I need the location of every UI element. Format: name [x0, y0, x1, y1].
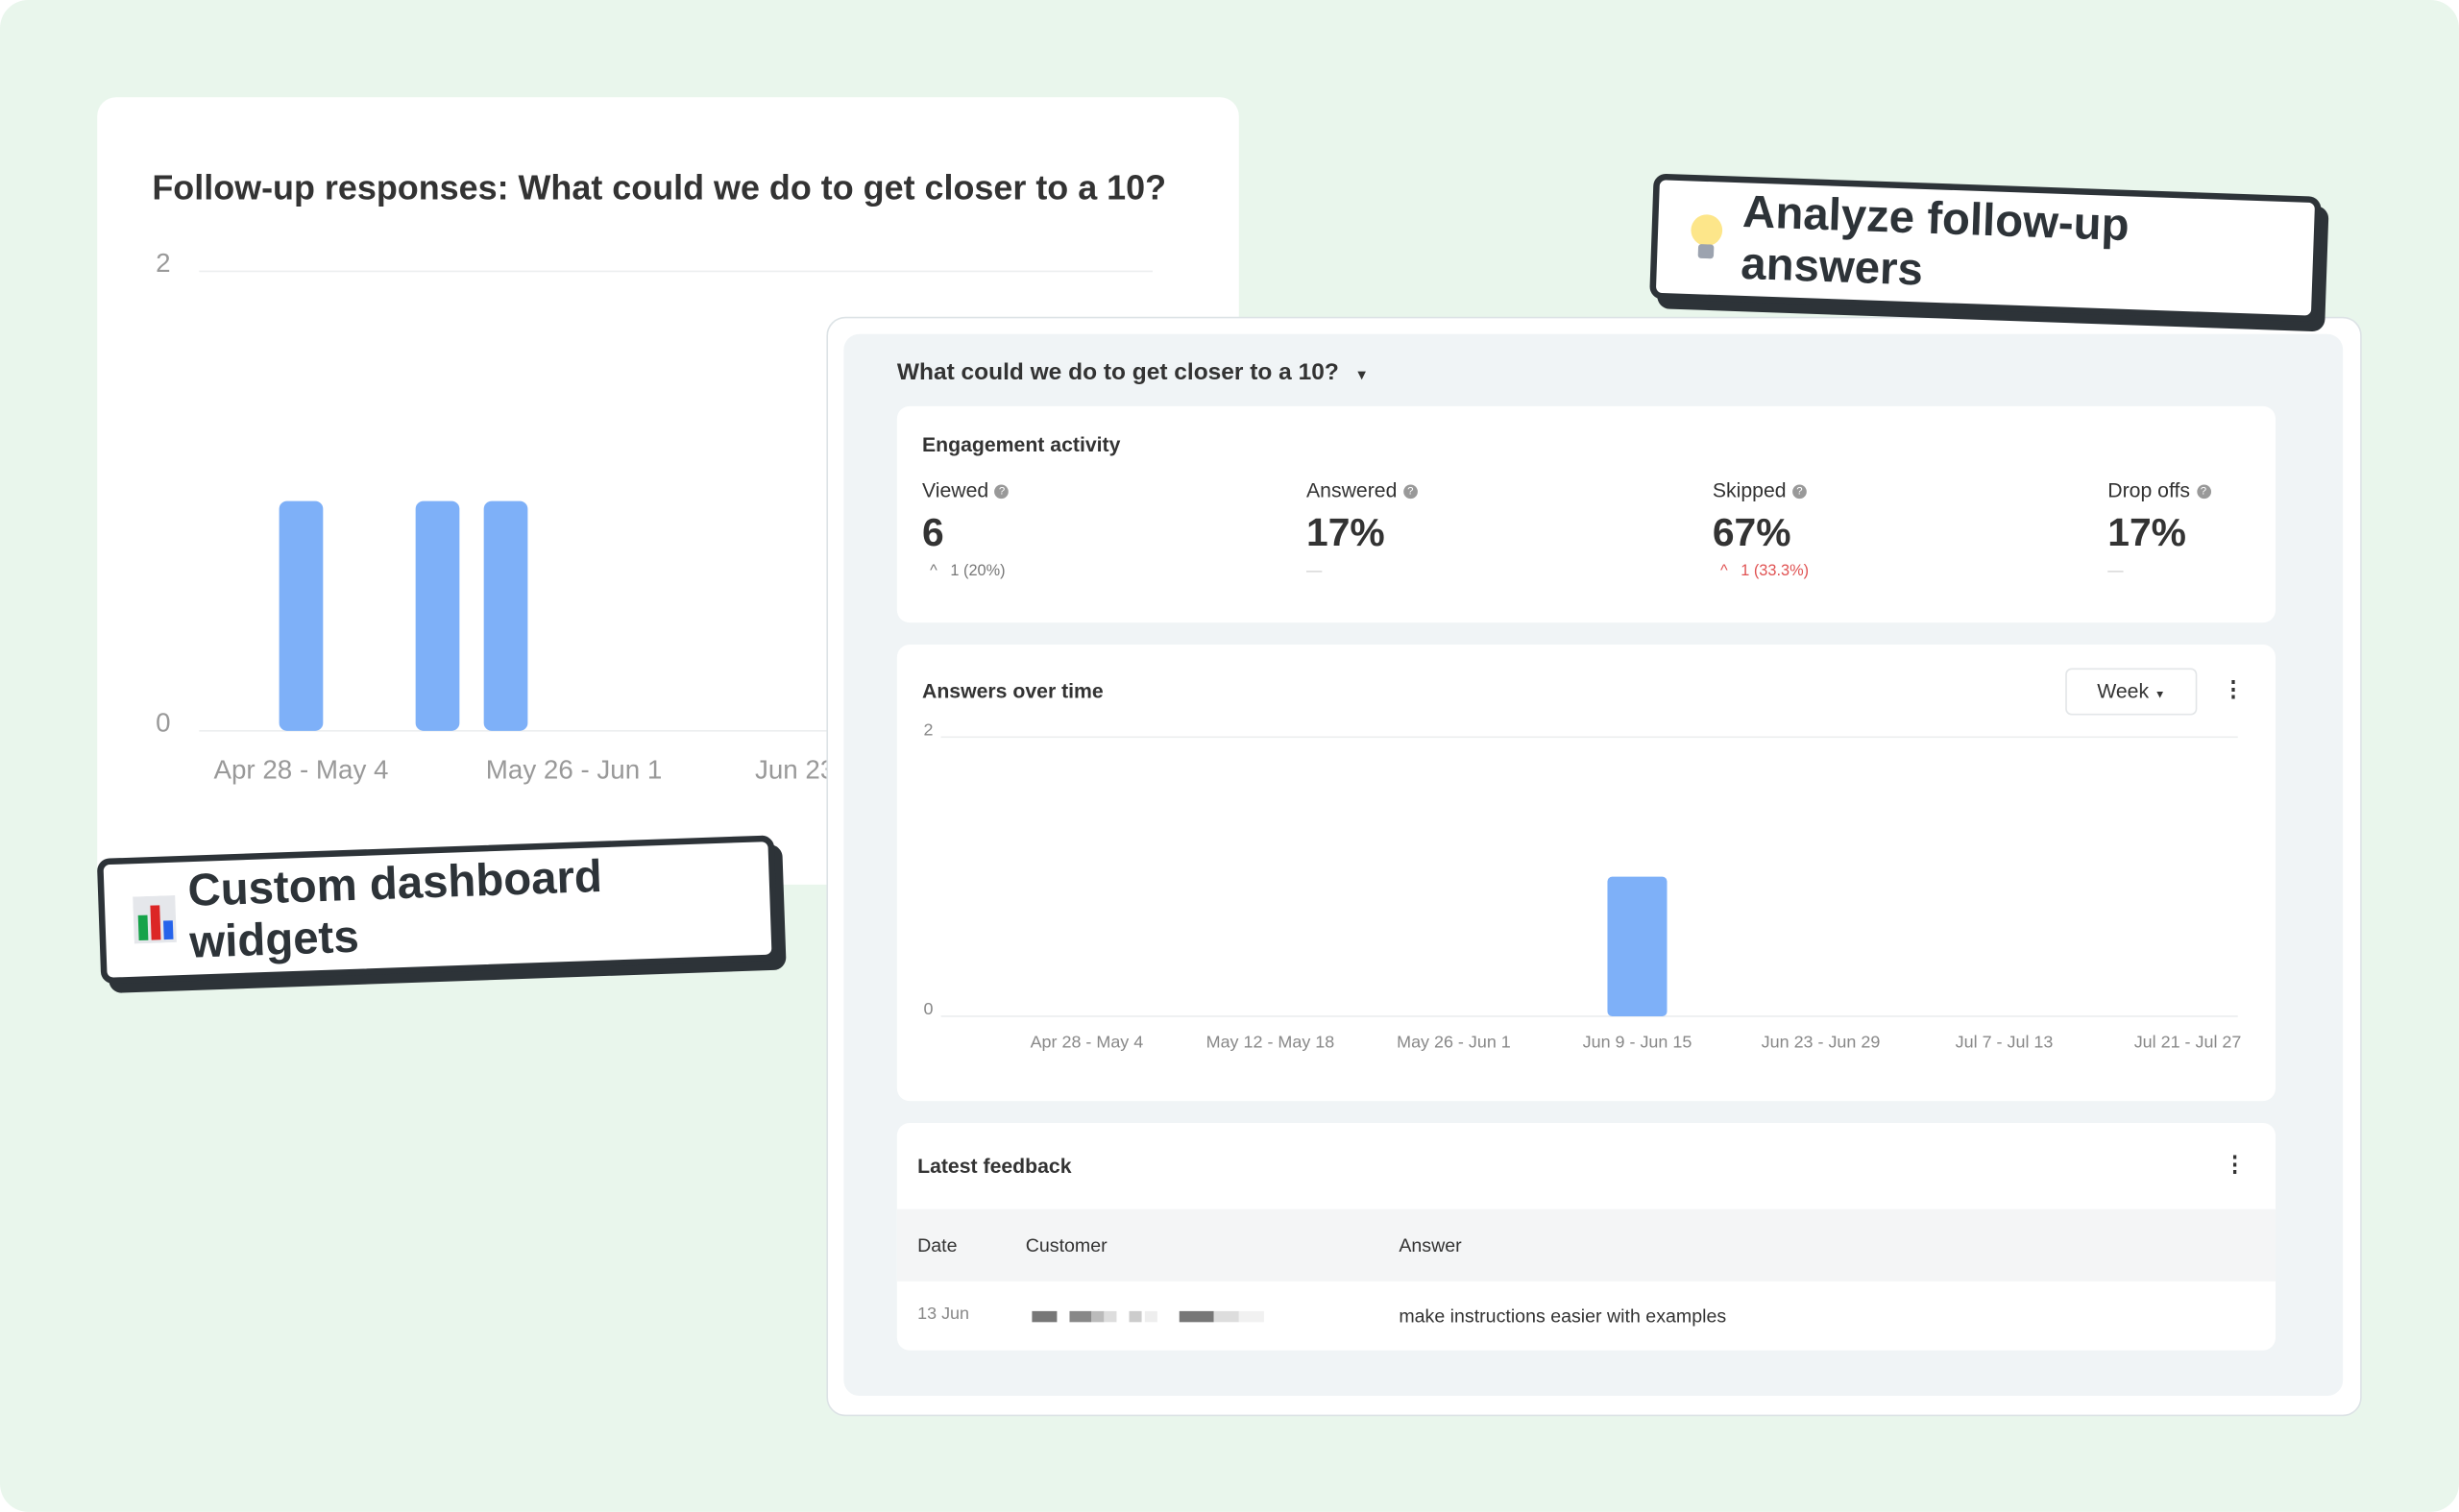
trend-caret: ^ [930, 563, 937, 581]
help-icon[interactable]: ? [1402, 484, 1418, 500]
metric-change: — [2107, 563, 2124, 581]
metric-label: Drop offs? [2107, 477, 2211, 502]
metric-change: ^ 1 (33.3%) [1720, 563, 1810, 581]
metric-label: Viewed? [921, 477, 1010, 502]
chart-title: Answers over time [921, 678, 1104, 703]
metric-value: 17% [1305, 511, 1385, 555]
col-header: Answer [1399, 1233, 1462, 1256]
customer-redacted [1032, 1310, 1264, 1323]
panel: What could we do to get closer to a 10? … [826, 316, 2362, 1417]
metric-label-text: Skipped [1712, 477, 1787, 502]
engagement-title: Engagement activity [921, 432, 1121, 457]
metric-label-text: Drop offs [2107, 477, 2191, 502]
widgets-text: Custom dashboard widgets [186, 852, 603, 969]
engagement-card: Engagement activity Viewed? 6 ^ 1 (20%) Answ… [896, 405, 2276, 623]
panel-inner: What could we do to get closer to a 10? … [843, 333, 2344, 1397]
help-icon[interactable]: ? [1792, 484, 1807, 500]
metric-label: Skipped? [1713, 478, 1809, 501]
bulb-icon [1691, 214, 1723, 259]
help-icon[interactable]: ? [2196, 484, 2211, 500]
analyze-tag: Analyze follow-up answers [1649, 173, 2322, 323]
col-header: Customer [1025, 1233, 1108, 1256]
metric: Drop offs? 17% — [2107, 477, 2211, 581]
question-select[interactable]: What could we do to get closer to a 10? … [896, 358, 1369, 386]
metric-change: ^ 1 (20%) [930, 563, 1006, 581]
metric-value: 17% [2107, 511, 2186, 555]
period: Week [2097, 678, 2150, 703]
widgets-tag: Custom dashboard widgets [96, 835, 779, 985]
metric: Skipped? 67% ^ 1 (33.3%) [1713, 478, 1809, 580]
cell-answer: make instructions easier with examples [1399, 1305, 1727, 1328]
chart-card: Answers over time Week ▼ ⋮ [896, 645, 2276, 1102]
widget-title: Follow-up responses: What could we do to… [152, 167, 1167, 207]
metric-value: 67% [1712, 511, 1791, 555]
period-select[interactable]: Week ▼ [2065, 668, 2198, 716]
metric-label: Answered? [1306, 478, 1418, 501]
metric: Viewed? 6 ^ 1 (20%) [921, 477, 1010, 581]
chart-menu[interactable]: ⋮ [2222, 675, 2245, 701]
table-header: Date Customer Answer [896, 1208, 2276, 1281]
feedback-title: Latest feedback [917, 1154, 1072, 1179]
metric-change: — [1305, 563, 1323, 581]
metric-label-text: Viewed [921, 477, 989, 502]
question: What could we do to get closer to a 10? [896, 358, 1339, 386]
trend-caret: ^ [1720, 563, 1728, 581]
feedback-menu[interactable]: ⋮ [2224, 1151, 2246, 1177]
analyze-text: Analyze follow-up answers [1740, 187, 2130, 296]
metric-label-text: Answered [1305, 477, 1398, 502]
feedback-card: Latest feedback ⋮ Date Customer Answer 1… [896, 1122, 2276, 1351]
col-header: Date [917, 1233, 958, 1256]
metric-value: 6 [921, 511, 944, 555]
help-icon[interactable]: ? [994, 484, 1010, 500]
chart-icon [133, 894, 178, 944]
cell-date: 13 Jun [917, 1305, 970, 1324]
metric: Answered? 17% — [1306, 478, 1418, 580]
